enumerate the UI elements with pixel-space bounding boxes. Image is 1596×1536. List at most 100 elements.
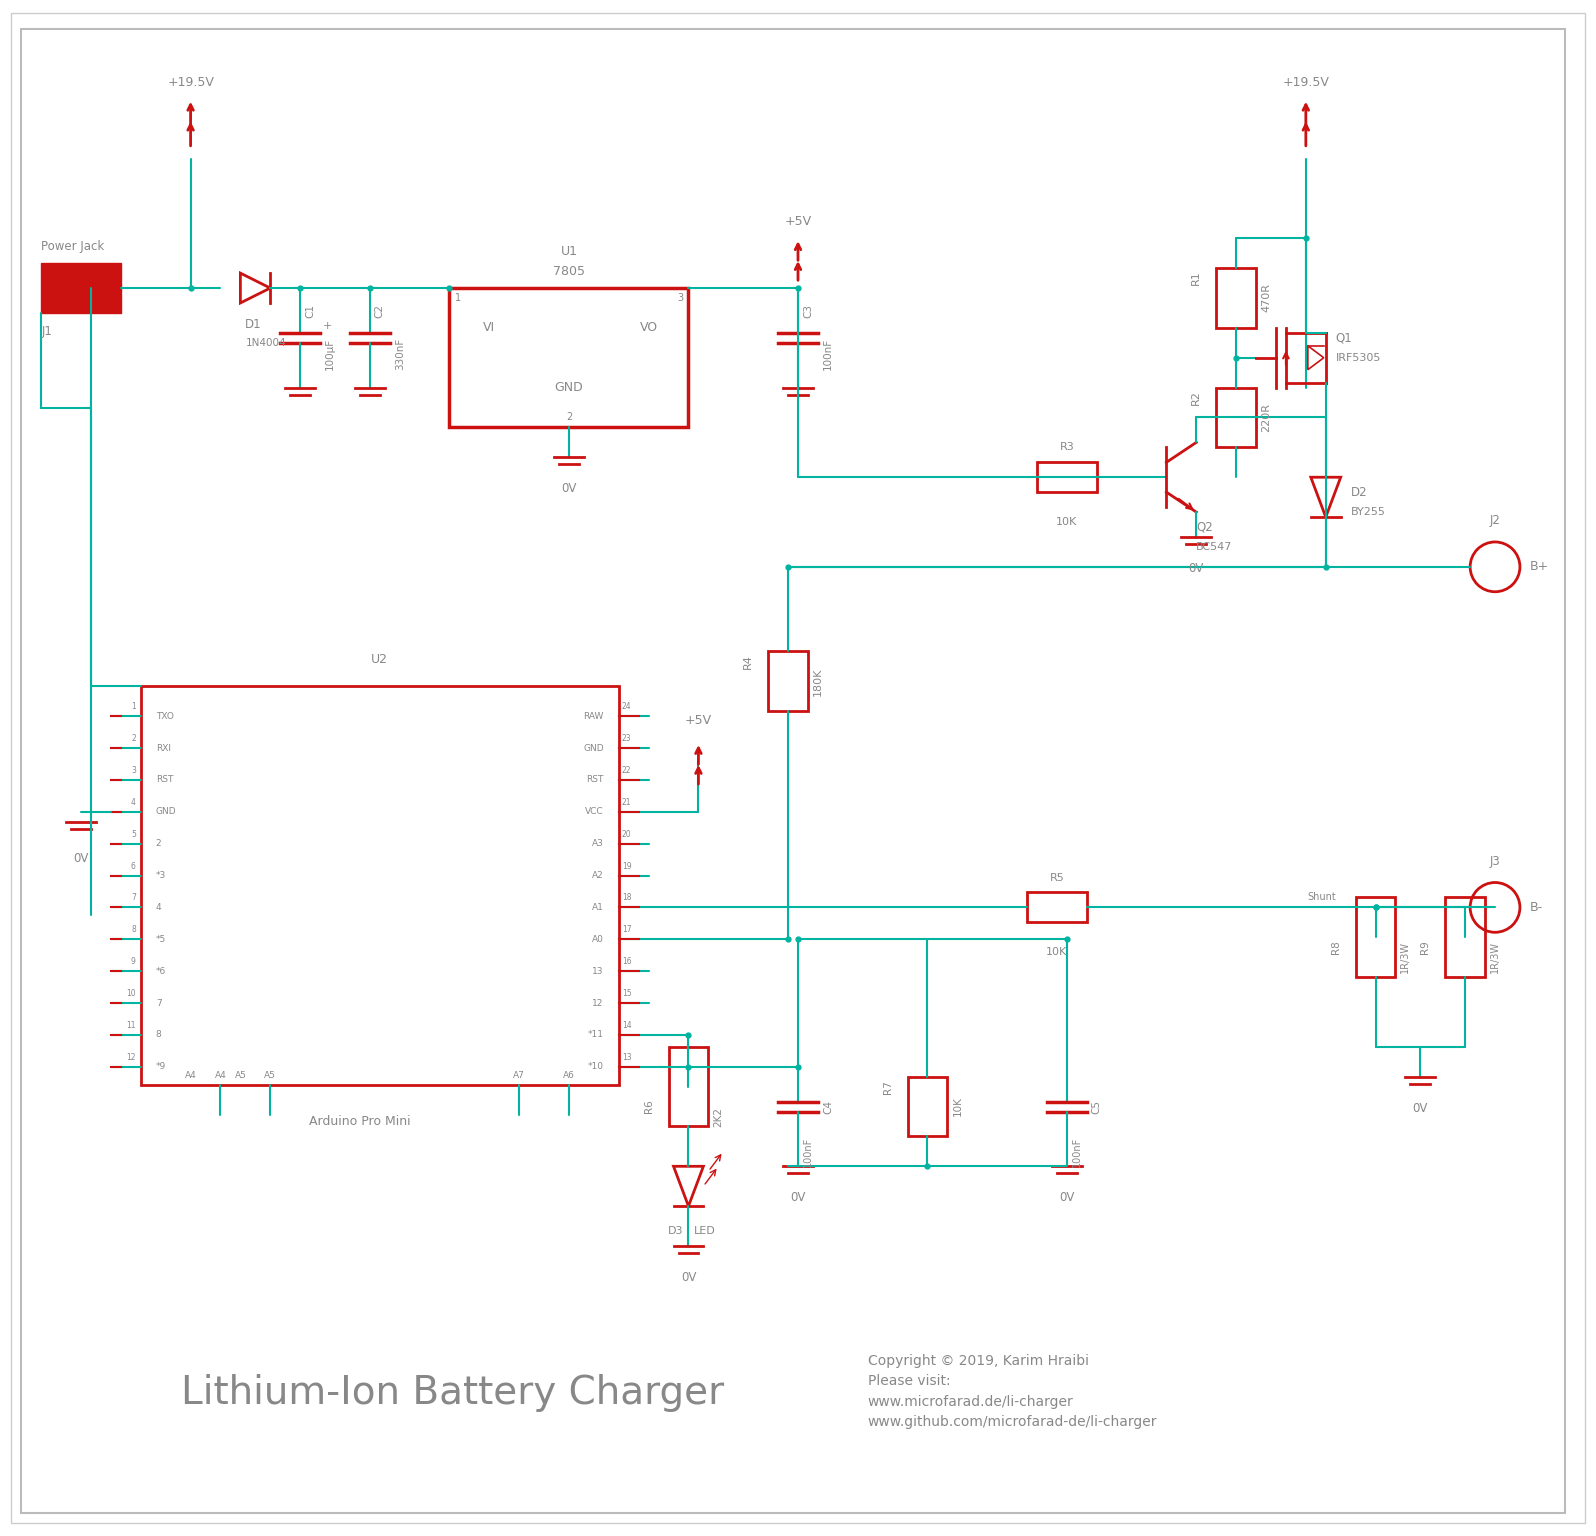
Text: 7805: 7805 — [552, 266, 586, 278]
Text: Q2: Q2 — [1197, 521, 1213, 533]
Text: A5: A5 — [235, 1071, 246, 1080]
Text: +5V: +5V — [685, 714, 712, 727]
Text: VI: VI — [484, 321, 495, 335]
Text: 2: 2 — [131, 734, 136, 743]
Text: A5: A5 — [265, 1071, 276, 1080]
Text: J1: J1 — [41, 324, 53, 338]
Text: +19.5V: +19.5V — [168, 75, 214, 89]
Text: 1R/3W: 1R/3W — [1400, 942, 1411, 974]
Text: U1: U1 — [560, 246, 578, 258]
Text: R1: R1 — [1191, 270, 1202, 286]
Bar — [1037, 462, 1096, 492]
Text: RAW: RAW — [584, 711, 603, 720]
Text: A4: A4 — [185, 1071, 196, 1080]
Text: 100nF: 100nF — [1073, 1137, 1082, 1167]
Text: 12: 12 — [126, 1052, 136, 1061]
Text: 0V: 0V — [1060, 1192, 1074, 1204]
Text: 3: 3 — [677, 293, 683, 303]
Text: A7: A7 — [514, 1071, 525, 1080]
Text: 12: 12 — [592, 998, 603, 1008]
Text: B-: B- — [1531, 902, 1543, 914]
Text: *5: *5 — [156, 935, 166, 943]
Text: A1: A1 — [592, 903, 603, 912]
Text: BY255: BY255 — [1350, 507, 1385, 518]
Text: R8: R8 — [1331, 940, 1341, 954]
Text: +19.5V: +19.5V — [1283, 75, 1329, 89]
Text: 14: 14 — [622, 1021, 632, 1029]
Text: U2: U2 — [372, 653, 388, 667]
Text: GND: GND — [554, 381, 584, 395]
Text: *9: *9 — [156, 1063, 166, 1071]
Text: 180K: 180K — [812, 667, 824, 696]
Text: Arduino Pro Mini: Arduino Pro Mini — [310, 1115, 410, 1127]
Text: TXO: TXO — [156, 711, 174, 720]
Text: J2: J2 — [1489, 515, 1500, 527]
Text: 2: 2 — [156, 839, 161, 848]
Text: 100μF: 100μF — [326, 338, 335, 370]
Text: RST: RST — [586, 776, 603, 785]
Text: Copyright © 2019, Karim Hraibi
Please visit:
www.microfarad.de/li-charger
www.gi: Copyright © 2019, Karim Hraibi Please vi… — [868, 1353, 1157, 1430]
Text: R6: R6 — [643, 1100, 654, 1114]
Text: 470R: 470R — [1261, 284, 1270, 312]
Text: 15: 15 — [622, 989, 632, 998]
Text: 4: 4 — [131, 797, 136, 806]
Text: 0V: 0V — [790, 1192, 806, 1204]
Text: RST: RST — [156, 776, 172, 785]
Text: A4: A4 — [214, 1071, 227, 1080]
Bar — [669, 1048, 709, 1126]
Text: 1: 1 — [131, 702, 136, 711]
Text: 24: 24 — [622, 702, 632, 711]
Bar — [41, 263, 121, 313]
Text: C5: C5 — [1092, 1100, 1101, 1114]
Text: 0V: 0V — [681, 1270, 696, 1284]
Text: 10: 10 — [126, 989, 136, 998]
Text: C1: C1 — [305, 304, 314, 318]
Text: 23: 23 — [622, 734, 632, 743]
Text: *10: *10 — [587, 1063, 603, 1071]
Text: D2: D2 — [1350, 485, 1368, 499]
Text: 1R/3W: 1R/3W — [1491, 942, 1500, 974]
Text: +5V: +5V — [785, 215, 811, 229]
Text: 7: 7 — [156, 998, 161, 1008]
Text: C3: C3 — [803, 304, 812, 318]
Text: 1: 1 — [455, 293, 461, 303]
Bar — [1446, 897, 1484, 977]
Bar — [140, 687, 619, 1084]
Text: 5: 5 — [131, 829, 136, 839]
Text: *11: *11 — [587, 1031, 603, 1040]
Text: R9: R9 — [1420, 940, 1430, 954]
Text: 17: 17 — [622, 925, 632, 934]
Text: *3: *3 — [156, 871, 166, 880]
Text: 8: 8 — [131, 925, 136, 934]
Text: Q1: Q1 — [1336, 332, 1352, 344]
Text: IRF5305: IRF5305 — [1336, 353, 1381, 362]
Text: 22: 22 — [622, 766, 632, 776]
Text: A6: A6 — [563, 1071, 575, 1080]
Text: 0V: 0V — [73, 851, 89, 865]
Text: C4: C4 — [824, 1100, 833, 1114]
Text: 0V: 0V — [1412, 1101, 1428, 1115]
Text: 6: 6 — [131, 862, 136, 871]
Bar — [450, 289, 688, 427]
Bar — [908, 1077, 948, 1137]
Text: RXI: RXI — [156, 743, 171, 753]
Text: 7: 7 — [131, 894, 136, 903]
Text: 10K: 10K — [1057, 518, 1077, 527]
Text: Lithium-Ion Battery Charger: Lithium-Ion Battery Charger — [180, 1375, 723, 1412]
Bar — [1026, 892, 1087, 922]
Text: 3: 3 — [131, 766, 136, 776]
Text: 8: 8 — [156, 1031, 161, 1040]
Text: A3: A3 — [592, 839, 603, 848]
Text: VO: VO — [640, 321, 658, 335]
Text: *6: *6 — [156, 966, 166, 975]
Text: D3: D3 — [669, 1226, 683, 1236]
Text: 21: 21 — [622, 797, 632, 806]
Text: D1: D1 — [246, 318, 262, 330]
Text: 220R: 220R — [1261, 402, 1270, 432]
Text: 2K2: 2K2 — [713, 1106, 723, 1126]
Text: +: + — [322, 321, 332, 330]
Text: 1N4004: 1N4004 — [246, 338, 286, 347]
Text: R2: R2 — [1191, 390, 1202, 406]
Bar — [768, 651, 808, 711]
Text: VCC: VCC — [586, 808, 603, 816]
